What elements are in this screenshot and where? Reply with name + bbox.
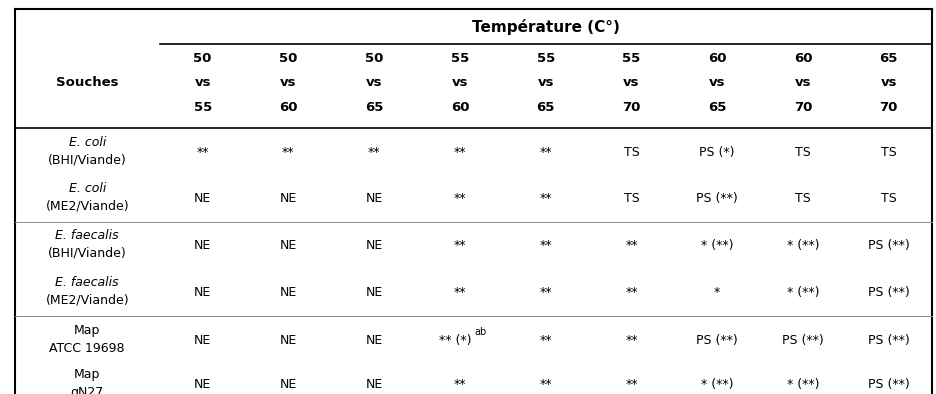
Text: 65: 65	[536, 100, 554, 113]
Text: 55: 55	[536, 52, 554, 65]
Text: *: *	[713, 286, 720, 299]
Text: NE: NE	[280, 334, 297, 347]
Text: E. coli: E. coli	[68, 182, 106, 195]
Text: vs: vs	[366, 76, 382, 89]
Text: vs: vs	[451, 76, 468, 89]
Text: ** (*): ** (*)	[439, 334, 471, 347]
Text: TS: TS	[795, 192, 810, 205]
Text: **: **	[539, 145, 551, 158]
Text: Souches: Souches	[56, 76, 118, 89]
Text: NE: NE	[194, 239, 211, 252]
Text: E. faecalis: E. faecalis	[55, 229, 119, 242]
Text: 70: 70	[879, 100, 897, 113]
Text: 70: 70	[622, 100, 640, 113]
Text: (ME2/Viande): (ME2/Viande)	[45, 293, 129, 306]
Text: TS: TS	[623, 192, 638, 205]
Text: Map: Map	[74, 368, 100, 381]
Text: **: **	[539, 378, 551, 391]
Text: **: **	[539, 192, 551, 205]
Text: ATCC 19698: ATCC 19698	[50, 342, 124, 355]
Text: 70: 70	[793, 100, 812, 113]
Text: 50: 50	[279, 52, 298, 65]
Text: NE: NE	[280, 286, 297, 299]
Text: E. coli: E. coli	[68, 136, 106, 149]
Text: 60: 60	[793, 52, 812, 65]
Text: * (**): * (**)	[700, 239, 733, 252]
Text: vs: vs	[622, 76, 639, 89]
Text: **: **	[453, 239, 466, 252]
Text: **: **	[453, 286, 466, 299]
Text: TS: TS	[623, 145, 638, 158]
Text: **: **	[539, 334, 551, 347]
Text: **: **	[539, 239, 551, 252]
Text: 65: 65	[708, 100, 725, 113]
Text: * (**): * (**)	[786, 239, 818, 252]
Text: PS (*): PS (*)	[698, 145, 734, 158]
Text: vs: vs	[880, 76, 896, 89]
Text: **: **	[624, 239, 637, 252]
Text: ab: ab	[474, 327, 486, 337]
Text: TS: TS	[795, 145, 810, 158]
Text: vs: vs	[194, 76, 211, 89]
Text: NE: NE	[280, 378, 297, 391]
Text: NE: NE	[365, 378, 383, 391]
Text: (ME2/Viande): (ME2/Viande)	[45, 200, 129, 213]
Text: NE: NE	[280, 239, 297, 252]
Text: PS (**): PS (**)	[782, 334, 823, 347]
Text: **: **	[624, 378, 637, 391]
Text: **: **	[624, 286, 637, 299]
Text: **: **	[539, 286, 551, 299]
Text: vs: vs	[280, 76, 297, 89]
Text: 50: 50	[193, 52, 212, 65]
Text: NE: NE	[365, 192, 383, 205]
Text: 65: 65	[365, 100, 383, 113]
Text: PS (**): PS (**)	[867, 286, 909, 299]
Text: PS (**): PS (**)	[695, 192, 738, 205]
Text: NE: NE	[194, 378, 211, 391]
Text: PS (**): PS (**)	[867, 334, 909, 347]
Text: (BHI/Viande): (BHI/Viande)	[48, 153, 126, 166]
Text: Température (C°): Température (C°)	[471, 19, 619, 35]
Text: 60: 60	[708, 52, 725, 65]
Text: TS: TS	[880, 192, 896, 205]
Text: 55: 55	[450, 52, 469, 65]
Text: 65: 65	[879, 52, 897, 65]
Text: vs: vs	[709, 76, 724, 89]
Text: Map: Map	[74, 324, 100, 337]
Text: 50: 50	[365, 52, 383, 65]
Text: **: **	[624, 334, 637, 347]
Text: **: **	[197, 145, 209, 158]
Text: vs: vs	[537, 76, 553, 89]
Text: **: **	[453, 378, 466, 391]
Text: 60: 60	[450, 100, 469, 113]
Text: * (**): * (**)	[786, 378, 818, 391]
Text: * (**): * (**)	[786, 286, 818, 299]
Text: PS (**): PS (**)	[695, 334, 738, 347]
Text: * (**): * (**)	[700, 378, 733, 391]
Text: vs: vs	[794, 76, 811, 89]
Text: NE: NE	[280, 192, 297, 205]
Text: NE: NE	[365, 334, 383, 347]
Text: gN27: gN27	[70, 386, 104, 394]
Text: NE: NE	[194, 334, 211, 347]
Text: PS (**): PS (**)	[867, 378, 909, 391]
Text: **: **	[368, 145, 380, 158]
Text: E. faecalis: E. faecalis	[55, 276, 119, 289]
Text: NE: NE	[194, 286, 211, 299]
Text: PS (**): PS (**)	[867, 239, 909, 252]
Text: 55: 55	[622, 52, 640, 65]
Text: **: **	[453, 192, 466, 205]
Text: 60: 60	[279, 100, 298, 113]
Text: 55: 55	[194, 100, 212, 113]
Text: NE: NE	[194, 192, 211, 205]
Text: TS: TS	[880, 145, 896, 158]
Text: NE: NE	[365, 286, 383, 299]
Text: (BHI/Viande): (BHI/Viande)	[48, 247, 126, 260]
Text: NE: NE	[365, 239, 383, 252]
Text: **: **	[282, 145, 294, 158]
Text: **: **	[453, 145, 466, 158]
